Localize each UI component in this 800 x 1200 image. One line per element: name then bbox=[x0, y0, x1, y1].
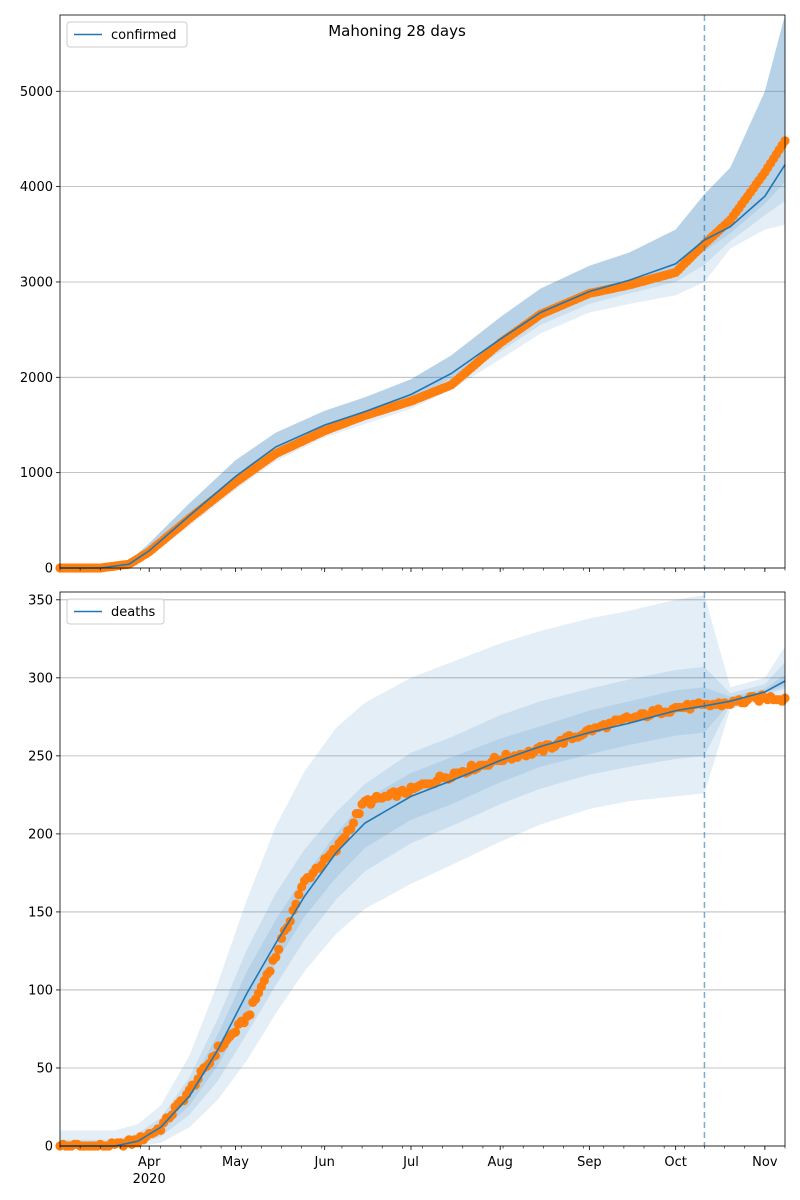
x-tick-label: Oct bbox=[664, 1155, 686, 1170]
legend-box bbox=[66, 598, 165, 625]
observed-point bbox=[193, 1074, 203, 1084]
plot-frame bbox=[59, 14, 786, 569]
legend-box bbox=[66, 21, 188, 48]
observed-point bbox=[271, 952, 281, 962]
observed-point bbox=[265, 966, 275, 976]
observed-point bbox=[274, 944, 284, 955]
chart-title: Mahoning 28 days bbox=[328, 22, 466, 40]
plot-frame bbox=[59, 591, 786, 1147]
observed-points bbox=[55, 136, 790, 573]
y-tick-label: 4000 bbox=[20, 180, 53, 195]
observed-point bbox=[230, 1027, 241, 1037]
legend-label: confirmed bbox=[111, 28, 177, 43]
uncertainty-band-outer bbox=[60, 595, 785, 1146]
x-tick-label: May bbox=[222, 1155, 249, 1170]
y-tick-label: 3000 bbox=[20, 275, 53, 290]
uncertainty-band-inner bbox=[60, 674, 785, 1146]
observed-point bbox=[348, 818, 359, 828]
x-tick-label: Jun bbox=[314, 1155, 335, 1170]
y-tick-label: 0 bbox=[45, 1140, 53, 1155]
y-tick-label: 1000 bbox=[20, 466, 53, 481]
confirmed-panel: Mahoning 28 days 0 1000 2000 3000 4000 5000 co… bbox=[20, 14, 790, 577]
observed-point bbox=[354, 809, 364, 819]
y-tick-label: 5000 bbox=[20, 85, 53, 100]
x-tick-label: Sep bbox=[577, 1155, 602, 1170]
legend: deaths bbox=[66, 598, 165, 625]
legend: confirmed bbox=[66, 21, 188, 48]
observed-point bbox=[294, 890, 304, 900]
y-tick-label: 150 bbox=[28, 905, 53, 920]
x-tick-label: Nov bbox=[752, 1155, 778, 1170]
y-tick-label: 200 bbox=[28, 827, 53, 842]
observed-point bbox=[331, 846, 341, 856]
uncertainty-band-outer bbox=[60, 15, 785, 568]
y-tick-label: 300 bbox=[28, 671, 53, 686]
y-tick-label: 2000 bbox=[20, 371, 53, 386]
observed-point bbox=[245, 1010, 255, 1020]
y-tick-label: 100 bbox=[28, 983, 53, 998]
y-tick-label: 0 bbox=[45, 562, 53, 577]
x-tick-label: Aug bbox=[487, 1155, 512, 1170]
x-tick-label: Jul bbox=[402, 1155, 419, 1170]
deaths-panel: 0 50 100 150 200 250 300 350 Apr 2020 May Jun Jul Aug… bbox=[28, 591, 790, 1187]
x-tick-label: Apr bbox=[138, 1155, 161, 1170]
series-line-confirmed bbox=[60, 164, 786, 569]
x-tick-sublabel: 2020 bbox=[133, 1172, 166, 1187]
y-tick-label: 250 bbox=[28, 749, 53, 764]
legend-label: deaths bbox=[111, 605, 156, 620]
series-line-deaths bbox=[60, 680, 786, 1147]
y-tick-label: 50 bbox=[36, 1061, 53, 1076]
y-tick-label: 350 bbox=[28, 593, 53, 608]
